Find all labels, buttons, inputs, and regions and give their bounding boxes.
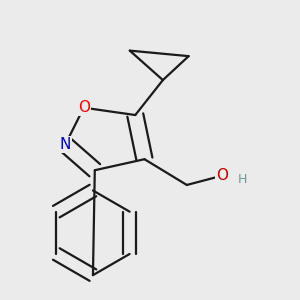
Text: O: O	[78, 100, 90, 115]
Text: H: H	[237, 173, 247, 186]
Text: O: O	[216, 168, 228, 183]
Text: N: N	[60, 137, 71, 152]
